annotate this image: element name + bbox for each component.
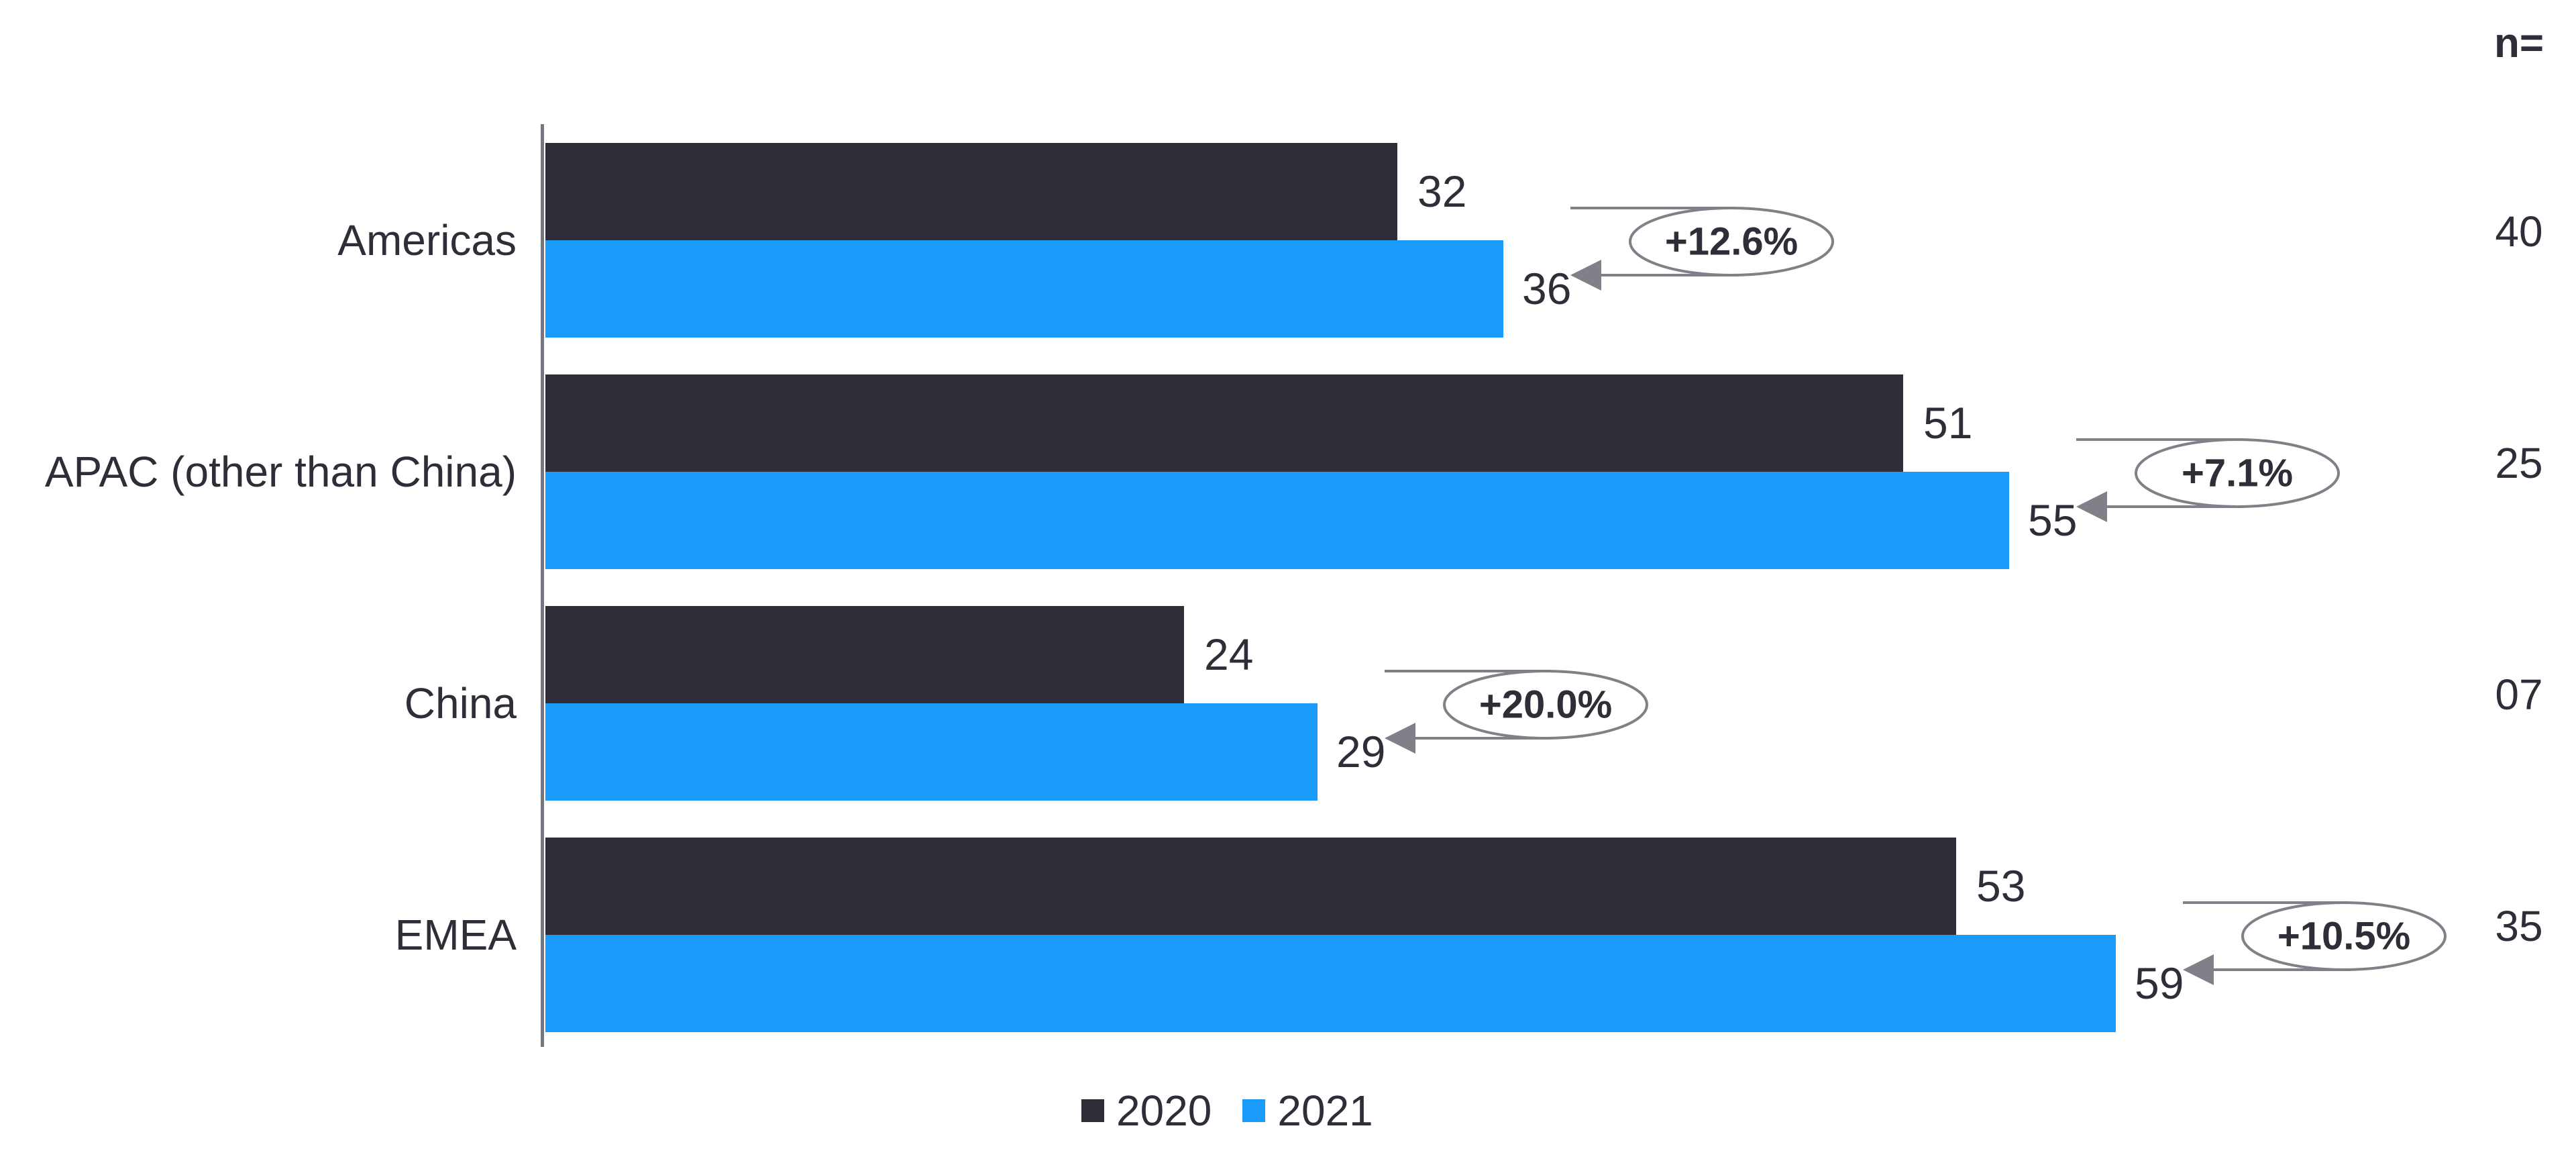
category-label: China <box>404 679 517 727</box>
bar-2021 <box>545 240 1503 338</box>
arrow-left-icon <box>2183 954 2214 985</box>
value-label-2020: 51 <box>1923 398 1973 448</box>
value-label-2021: 59 <box>2135 958 2184 1008</box>
arrow-left-icon <box>2076 491 2107 522</box>
bar-2020 <box>545 374 1903 472</box>
change-callout: +12.6% <box>1570 207 1834 291</box>
change-percent: +7.1% <box>2182 452 2293 495</box>
bar-2021 <box>545 703 1318 801</box>
n-value: 35 <box>2495 902 2543 950</box>
category-label: EMEA <box>394 911 517 959</box>
callout-ellipse <box>2241 901 2447 971</box>
category-label: Americas <box>337 216 517 264</box>
legend-swatch-2020 <box>1081 1099 1104 1122</box>
bar-2020 <box>545 606 1184 703</box>
change-callout: +7.1% <box>2076 438 2340 522</box>
value-label-2020: 24 <box>1204 629 1254 679</box>
arrow-left-icon <box>1570 260 1601 291</box>
value-label-2020: 53 <box>1976 861 2026 911</box>
n-value: 25 <box>2495 439 2543 487</box>
n-value: 07 <box>2495 670 2543 719</box>
legend-label-2021: 2021 <box>1277 1087 1373 1135</box>
legend-item-2020: 2020 <box>1081 1088 1212 1133</box>
category-label: APAC (other than China) <box>44 448 517 496</box>
change-percent: +10.5% <box>2277 915 2410 958</box>
category-axis-line <box>541 124 544 1047</box>
change-callout: +10.5% <box>2183 901 2447 985</box>
bar-2020 <box>545 143 1397 240</box>
legend-label-2020: 2020 <box>1116 1087 1212 1135</box>
n-value: 40 <box>2495 207 2543 256</box>
n-column-header: n= <box>2493 20 2544 66</box>
callout-ellipse <box>1629 207 1834 276</box>
value-label-2020: 32 <box>1417 166 1467 216</box>
chart-legend: 2020 2021 <box>1081 1088 1373 1133</box>
arrow-left-icon <box>1385 723 1415 754</box>
bar-2020 <box>545 838 1956 935</box>
value-label-2021: 29 <box>1336 727 1386 776</box>
callout-ellipse <box>1443 670 1648 740</box>
change-percent: +20.0% <box>1479 683 1612 727</box>
change-percent: +12.6% <box>1665 220 1798 264</box>
legend-swatch-2021 <box>1242 1099 1266 1122</box>
callout-ellipse <box>2135 438 2340 508</box>
legend-item-2021: 2021 <box>1242 1088 1373 1133</box>
change-callout: +20.0% <box>1385 670 1648 754</box>
value-label-2021: 55 <box>2028 495 2078 545</box>
bar-2021 <box>545 935 2116 1032</box>
value-label-2021: 36 <box>1522 264 1572 313</box>
bar-2021 <box>545 472 2009 569</box>
